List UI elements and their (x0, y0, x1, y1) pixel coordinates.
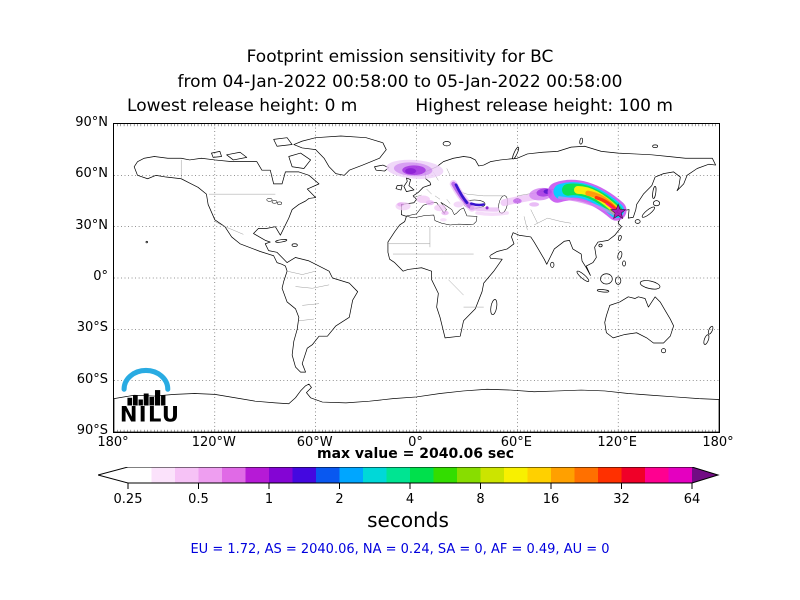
lon-tick-label: 60°E (500, 435, 532, 450)
plume-main-rainbow (547, 179, 627, 221)
coastline-new-guinea (639, 280, 661, 290)
colorbar-tick-label: 0.25 (113, 492, 143, 507)
colorbar-segment (386, 467, 411, 483)
colorbar-segment (269, 467, 293, 483)
colorbar-svg (96, 466, 720, 489)
colorbar-segment (574, 467, 599, 483)
lat-tick-label: 30°S (76, 320, 108, 336)
plume-west-europe (395, 195, 509, 222)
lon-tick-label: 120°E (597, 435, 637, 450)
title-line-3: Lowest release height: 0 m Highest relea… (0, 95, 800, 117)
coastline-borneo (600, 273, 613, 285)
colorbar-segment (551, 467, 575, 483)
colorbar-segment (245, 467, 270, 483)
colorbar-segment (363, 467, 387, 483)
coastline-cuba (275, 239, 288, 243)
colorbar-tick-label: 1 (264, 492, 274, 507)
nilu-logo-arc (121, 367, 171, 392)
lon-tick-label: 0° (408, 435, 423, 450)
coastline-uk (403, 177, 415, 192)
colorbar-segment (598, 467, 622, 483)
nilu-logo: NILU (120, 367, 180, 427)
colorbar-tick-label: 16 (542, 492, 560, 507)
colorbar-segment (198, 467, 223, 483)
colorbar-over-range-arrow (692, 467, 718, 483)
coastline-greenland (293, 135, 387, 176)
lat-tick-label: 90°S (76, 422, 108, 438)
colorbar-tick-label: 64 (683, 492, 701, 507)
plume-east-europe (449, 180, 500, 212)
colorbar-segment (504, 467, 528, 483)
colorbar-segment (645, 467, 669, 483)
sensitivity-plume (386, 159, 627, 222)
coastline-afro-eurasia (387, 145, 716, 339)
title-line-2: from 04-Jan-2022 00:58:00 to 05-Jan-2022… (177, 72, 623, 92)
coastline-madagascar (490, 299, 498, 316)
coastline-americas (133, 156, 359, 373)
colorbar-segment (151, 467, 176, 483)
lat-tick-label: 60°S (76, 371, 108, 387)
colorbar-tick-label: 0.5 (188, 492, 209, 507)
colorbar-segment (222, 467, 246, 483)
coastline-java (596, 289, 610, 293)
colorbar (96, 466, 723, 493)
coastline-japan (641, 206, 656, 218)
colorbar-segment (128, 467, 152, 483)
lat-tick-label: 0° (93, 268, 108, 284)
colorbar-unit-label: seconds (367, 508, 449, 532)
world-map-svg: NILU (114, 124, 719, 432)
nilu-logo-text: NILU (120, 402, 180, 427)
release-point-star (610, 203, 627, 220)
minor-ticks-top (117, 124, 716, 127)
lat-tick-label: 30°N (75, 217, 108, 233)
lon-tick-label: 120°W (191, 435, 236, 450)
baltic-sea (431, 173, 455, 187)
colorbar-under-range-arrow (98, 467, 128, 483)
nilu-logo-skyline (127, 390, 166, 406)
max-value-label: max value = 2040.06 sec (316, 446, 515, 462)
colorbar-tick-label: 2 (335, 492, 344, 507)
lat-tick-label: 90°N (75, 115, 108, 130)
colorbar-segment (292, 467, 317, 483)
minor-ticks-bottom (117, 429, 716, 432)
highest-release-height-label: Highest release height: 100 m (415, 96, 673, 116)
title-line-1: Footprint emission sensitivity for BC (246, 47, 554, 67)
latitude-axis: 90°N 60°N 30°N 0° 30°S 60°S 90°S (40, 0, 108, 600)
world-map: NILU (113, 123, 720, 433)
lon-tick-label: 180° (97, 435, 129, 450)
colorbar-tick-label: 32 (613, 492, 630, 507)
lowest-release-height-label: Lowest release height: 0 m (127, 96, 358, 116)
colorbar-segment (339, 467, 364, 483)
colorbar-tick-label: 8 (476, 492, 485, 507)
colorbar-segment (175, 467, 199, 483)
colorbar-segment (433, 467, 458, 483)
coastline-australia (604, 296, 674, 344)
lon-tick-label: 180° (702, 435, 734, 450)
red-sea (472, 226, 491, 257)
colorbar-segment (457, 467, 481, 483)
lat-tick-label: 60°N (75, 166, 108, 182)
colorbar-segment (668, 467, 693, 483)
coastline-sumatra (576, 270, 590, 282)
colorbar-segment (621, 467, 646, 483)
colorbar-segment (410, 467, 434, 483)
colorbar-segment (316, 467, 340, 483)
persian-gulf (496, 229, 512, 236)
coastline-iceland (374, 164, 390, 172)
colorbar-segment (480, 467, 505, 483)
lon-tick-label: 60°W (296, 435, 333, 450)
coastline-new-zealand (703, 334, 710, 345)
plume-scandinavia (386, 159, 444, 179)
coastlines (114, 135, 719, 432)
colorbar-tick-label: 4 (405, 492, 415, 507)
region-totals-label: EU = 1.72, AS = 2040.06, NA = 0.24, SA =… (190, 542, 610, 557)
colorbar-segment (527, 467, 552, 483)
